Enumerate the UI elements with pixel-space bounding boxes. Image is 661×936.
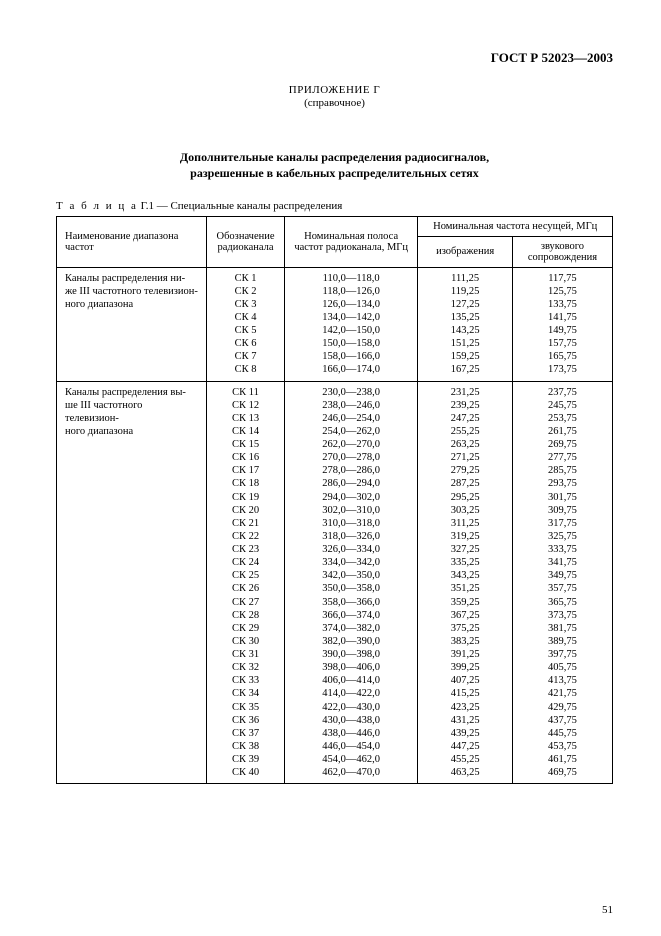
designation-cell: СК 11 СК 12 СК 13 СК 14 СК 15 СК 16 СК 1… [207,381,285,784]
group-name-cell: Каналы распределения ни- же III частотно… [57,267,207,381]
page-title: Дополнительные каналы распределения ради… [56,150,613,181]
appendix-note: (справочное) [56,97,613,110]
table-caption-prefix: Т а б л и ц а [56,200,138,212]
appendix-label: ПРИЛОЖЕНИЕ Г [56,84,613,97]
header-designation: Обозначение радиоканала [207,216,285,267]
header-carrier: Номинальная частота несущей, МГц [418,216,613,236]
title-line-1: Дополнительные каналы распределения ради… [56,150,613,166]
appendix-header: ПРИЛОЖЕНИЕ Г (справочное) [56,84,613,110]
sound-freq-cell: 237,75 245,75 253,75 261,75 269,75 277,7… [512,381,612,784]
channels-table: Наименование диапазона частот Обозначени… [56,216,613,785]
header-name: Наименование диапазона частот [57,216,207,267]
image-freq-cell: 111,25 119,25 127,25 135,25 143,25 151,2… [418,267,513,381]
table-caption-rest: Г.1 — Специальные каналы распределения [138,200,343,212]
title-line-2: разрешенные в кабельных распределительны… [56,166,613,182]
table-header-row-1: Наименование диапазона частот Обозначени… [57,216,613,236]
band-cell: 230,0—238,0 238,0—246,0 246,0—254,0 254,… [284,381,417,784]
header-sound: звукового сопровождения [512,236,612,267]
table-group-row: Каналы распределения ни- же III частотно… [57,267,613,381]
designation-cell: СК 1 СК 2 СК 3 СК 4 СК 5 СК 6 СК 7 СК 8 [207,267,285,381]
document-id: ГОСТ Р 52023—2003 [56,50,613,66]
table-caption: Т а б л и ц а Г.1 — Специальные каналы р… [56,200,613,212]
header-band: Номинальная полоса частот радиоканала, М… [284,216,417,267]
header-image: изображения [418,236,513,267]
sound-freq-cell: 117,75 125,75 133,75 141,75 149,75 157,7… [512,267,612,381]
group-name-cell: Каналы распределения вы- ше III частотно… [57,381,207,784]
band-cell: 110,0—118,0 118,0—126,0 126,0—134,0 134,… [284,267,417,381]
table-group-row: Каналы распределения вы- ше III частотно… [57,381,613,784]
page-number: 51 [602,904,613,916]
image-freq-cell: 231,25 239,25 247,25 255,25 263,25 271,2… [418,381,513,784]
